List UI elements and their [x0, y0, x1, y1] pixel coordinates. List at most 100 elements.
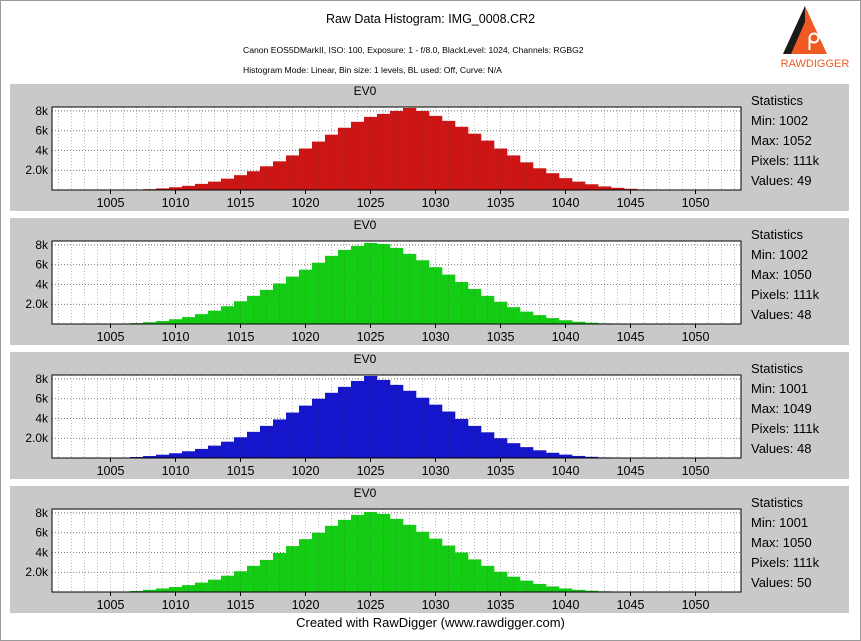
histogram-bar — [169, 453, 183, 458]
page-title: Raw Data Histogram: IMG_0008.CR2 — [325, 12, 536, 26]
camera-info-line: Canon EOS5DMarkII, ISO: 100, Exposure: 1… — [243, 45, 584, 55]
plot-border — [51, 508, 742, 593]
x-tick-label: 1010 — [162, 464, 190, 478]
stat-min: Min: 1002 — [751, 247, 809, 262]
histogram-bar — [585, 184, 599, 190]
histogram-bar — [377, 379, 391, 458]
y-tick-label: 4k — [35, 277, 49, 291]
x-tick-label: 1020 — [292, 464, 320, 478]
histogram-bar — [260, 166, 274, 190]
stat-max: Max: 1049 — [751, 401, 812, 416]
histogram-bar — [468, 288, 482, 324]
histogram-bar — [351, 380, 365, 458]
x-tick-label: 1050 — [682, 464, 710, 478]
x-tick-label: 1020 — [292, 196, 320, 210]
histogram-bar — [403, 390, 417, 458]
x-tick-label: 1030 — [422, 598, 450, 612]
x-tick-label: 1035 — [487, 598, 515, 612]
histogram-bar — [416, 531, 430, 592]
chart-title: EV0 — [353, 486, 377, 500]
histogram-bar — [546, 452, 560, 458]
histogram-bar — [481, 295, 495, 324]
histogram-bar — [416, 397, 430, 458]
histogram-mode-line: Histogram Mode: Linear, Bin size: 1 leve… — [243, 65, 502, 75]
chart-title: EV0 — [353, 352, 377, 366]
histogram-bar — [299, 405, 313, 458]
y-tick-label: 2.0k — [25, 163, 49, 177]
histogram-bar — [546, 586, 560, 592]
x-tick-label: 1045 — [617, 330, 645, 344]
y-tick-label: 8k — [35, 104, 49, 118]
x-tick-label: 1040 — [552, 196, 580, 210]
plot-border — [51, 106, 742, 191]
y-tick-label: 2.0k — [25, 565, 49, 579]
histogram-bar — [221, 575, 235, 592]
histogram-bar — [377, 113, 391, 190]
x-tick-label: 1025 — [357, 196, 385, 210]
stat-min: Min: 1001 — [751, 515, 809, 530]
histogram-bar — [442, 411, 456, 458]
statistics-label: Statistics — [751, 227, 804, 242]
histogram-bar — [481, 432, 495, 458]
y-tick-label: 4k — [35, 545, 49, 559]
stat-max: Max: 1050 — [751, 267, 812, 282]
histogram-bar — [182, 451, 196, 458]
x-tick-label: 1015 — [227, 196, 255, 210]
x-tick-label: 1010 — [162, 598, 190, 612]
stat-pixels: Pixels: 111k — [751, 555, 820, 570]
histogram-bar — [429, 538, 443, 592]
histogram-bar — [520, 311, 534, 324]
histogram-bar — [455, 282, 469, 324]
histogram-bar — [143, 322, 157, 324]
x-tick-label: 1015 — [227, 464, 255, 478]
footer-credit: Created with RawDigger (www.rawdigger.co… — [296, 615, 565, 630]
histogram-bar — [312, 532, 326, 592]
x-tick-label: 1040 — [552, 464, 580, 478]
x-tick-label: 1045 — [617, 464, 645, 478]
x-tick-label: 1020 — [292, 330, 320, 344]
chart-title: EV0 — [353, 218, 377, 232]
histogram-bar — [208, 310, 222, 324]
x-tick-label: 1050 — [682, 196, 710, 210]
histogram-bar — [559, 178, 573, 190]
histogram-chart-blue: 8k 6k 4k 2.0k 1005 1010 1015 1020 1025 1030 1035 10… — [25, 372, 742, 478]
histogram-bar — [312, 398, 326, 458]
x-tick-label: 1015 — [227, 330, 255, 344]
x-tick-label: 1030 — [422, 464, 450, 478]
statistics-box: Statistics Min: 1002 Max: 1052 Pixels: 1… — [751, 91, 819, 191]
y-tick-label: 6k — [35, 392, 49, 406]
histogram-bar — [247, 171, 261, 190]
stat-min: Min: 1002 — [751, 113, 809, 128]
histogram-bar — [221, 441, 235, 458]
stat-values: Values: 48 — [751, 441, 812, 456]
x-tick-label: 1025 — [357, 464, 385, 478]
histogram-bar — [585, 456, 599, 458]
histogram-bar — [325, 392, 339, 458]
histogram-bar — [286, 276, 300, 324]
histogram-bar — [390, 518, 404, 592]
plot-border — [51, 374, 742, 459]
histogram-bar — [221, 178, 235, 190]
stat-max: Max: 1052 — [751, 133, 812, 148]
y-tick-label: 2.0k — [25, 297, 49, 311]
histogram-bar — [273, 161, 287, 190]
histogram-bar — [338, 519, 352, 592]
histogram-bar — [585, 322, 599, 324]
histogram-bar — [351, 514, 365, 592]
y-tick-label: 8k — [35, 506, 49, 520]
histogram-bar — [442, 274, 456, 324]
x-tick-label: 1035 — [487, 196, 515, 210]
histogram-bar — [182, 185, 196, 190]
histogram-panel-green2: 8k 6k 4k 2.0k 1005 1010 1015 1020 1025 1030 1035 10… — [10, 486, 849, 613]
histogram-bar — [403, 107, 417, 190]
y-tick-label: 6k — [35, 124, 49, 138]
histogram-bar — [182, 585, 196, 592]
histogram-bar — [286, 155, 300, 190]
stat-values: Values: 49 — [751, 173, 812, 188]
histogram-bar — [195, 183, 209, 190]
histogram-bar — [169, 586, 183, 592]
histogram-bar — [546, 173, 560, 190]
y-tick-label: 2.0k — [25, 431, 49, 445]
histogram-bar — [403, 524, 417, 592]
y-tick-label: 6k — [35, 526, 49, 540]
